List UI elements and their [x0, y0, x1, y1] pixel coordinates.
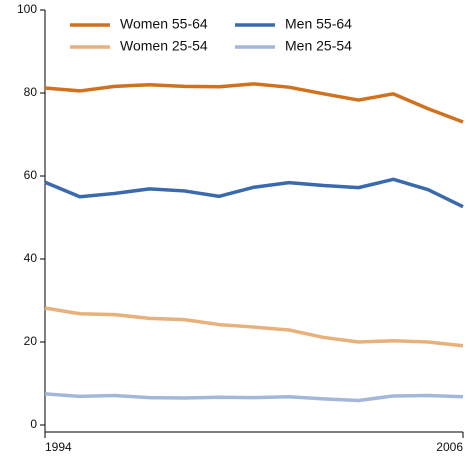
legend-label: Women 25-54: [120, 38, 208, 54]
y-tick-label: 60: [24, 168, 38, 182]
y-tick-label: 80: [24, 85, 38, 99]
series-line: [44, 306, 464, 348]
series-line: [44, 82, 464, 124]
series-line: [44, 177, 464, 209]
y-tick-label: 0: [30, 417, 37, 431]
y-tick-label: 40: [24, 251, 38, 265]
legend-label: Men 25-54: [285, 38, 352, 54]
legend-label: Men 55-64: [285, 16, 352, 32]
series-line: [44, 392, 464, 403]
legend-label: Women 55-64: [120, 16, 208, 32]
x-tick-label: 2006: [436, 440, 463, 454]
x-tick-label: 1994: [45, 440, 72, 454]
y-tick-label: 100: [17, 2, 37, 16]
y-tick-label: 20: [24, 334, 38, 348]
